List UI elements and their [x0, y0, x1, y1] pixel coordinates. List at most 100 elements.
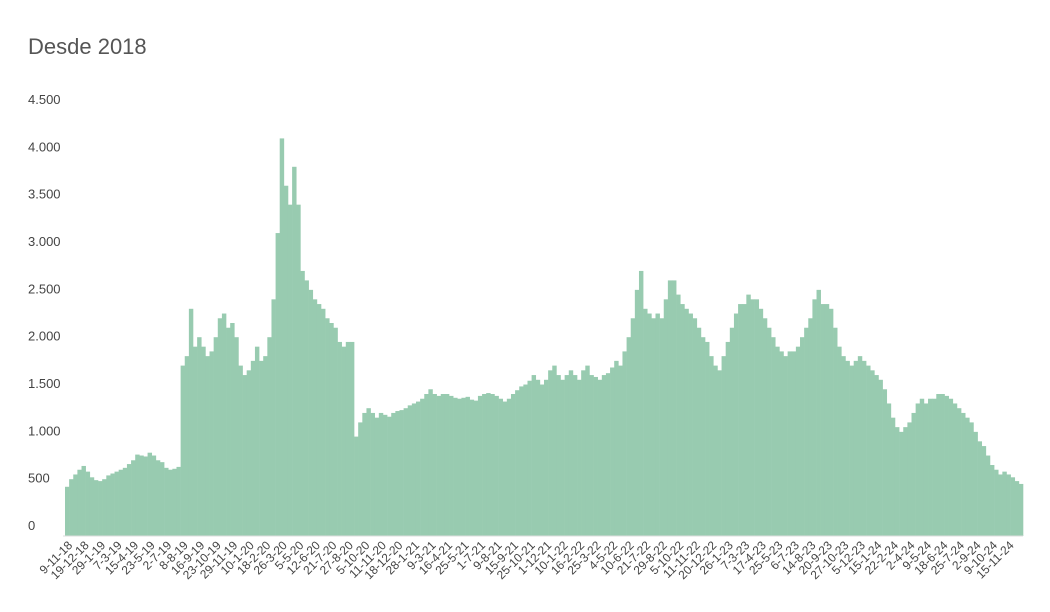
y-tick-label: 1.500 [28, 376, 61, 391]
bar [762, 318, 768, 536]
bar [597, 379, 603, 536]
bar [486, 393, 491, 536]
bar [560, 379, 565, 536]
bar [705, 341, 710, 536]
bar [800, 337, 805, 536]
bar [853, 360, 859, 536]
bar [585, 365, 590, 536]
bar [250, 360, 256, 536]
bar [98, 481, 103, 536]
bar [758, 308, 764, 536]
bar [271, 299, 276, 536]
bar [482, 394, 487, 536]
bar [151, 455, 157, 536]
bar [663, 299, 669, 536]
bar [998, 474, 1003, 536]
bar [928, 398, 933, 536]
y-tick-label: 500 [28, 471, 50, 486]
bar [449, 395, 454, 536]
bar [535, 379, 541, 536]
bar [837, 346, 842, 536]
bar [77, 469, 82, 536]
bar [948, 398, 954, 536]
bar [556, 375, 561, 536]
bar [193, 346, 198, 536]
bar [544, 379, 549, 536]
bar [610, 367, 615, 536]
bar [407, 405, 413, 536]
bar [176, 466, 181, 536]
bar [618, 365, 623, 536]
bar [940, 394, 945, 536]
bar [775, 346, 780, 536]
bar [568, 370, 574, 536]
y-tick-label: 4.500 [28, 92, 61, 107]
bar [577, 379, 582, 536]
bar [936, 394, 941, 536]
bar [155, 460, 161, 536]
bar [287, 204, 293, 536]
bar [358, 422, 363, 536]
bar [131, 460, 136, 536]
bar [977, 441, 983, 536]
bar [746, 294, 751, 536]
bar [688, 313, 693, 536]
bar [552, 365, 557, 536]
bar [147, 452, 153, 536]
bar [709, 356, 714, 536]
bar [242, 375, 247, 536]
bar [122, 467, 128, 536]
bar [766, 327, 772, 536]
bar [238, 365, 243, 536]
bar [771, 337, 776, 536]
bar [907, 422, 912, 536]
bar [601, 375, 607, 536]
bar [994, 469, 999, 536]
bar [457, 398, 462, 536]
bar [321, 308, 326, 536]
bar [692, 318, 698, 536]
bar [89, 477, 95, 536]
bar [593, 376, 598, 536]
bar [164, 467, 169, 536]
bar [378, 412, 384, 536]
bar [717, 370, 722, 536]
bar [453, 397, 458, 536]
bar [395, 411, 400, 536]
bar [382, 414, 388, 536]
bar [135, 454, 140, 536]
bar [696, 327, 702, 536]
bar [432, 394, 437, 536]
bar [713, 365, 718, 536]
y-tick-label: 0 [28, 518, 35, 533]
bar [956, 408, 962, 536]
bar [411, 403, 417, 536]
bar [506, 398, 512, 536]
bar [213, 337, 219, 536]
bar [102, 479, 107, 536]
bar [816, 289, 821, 536]
bar [808, 318, 813, 536]
bar [820, 304, 826, 536]
bar [1014, 481, 1020, 536]
bar [354, 436, 359, 536]
bar [605, 373, 611, 536]
y-tick-label: 2.000 [28, 329, 61, 344]
bar [316, 304, 322, 536]
chart-title: Desde 2018 [28, 34, 147, 59]
bar [403, 408, 409, 536]
bar [490, 394, 495, 536]
bar [221, 313, 227, 536]
bar [424, 394, 429, 536]
bar [143, 456, 148, 536]
bar [700, 337, 706, 536]
bar [275, 233, 281, 537]
bar [961, 412, 966, 536]
bar [841, 356, 846, 536]
bar [833, 327, 838, 536]
bar [791, 351, 797, 536]
bar [630, 318, 636, 536]
bar [230, 323, 235, 536]
bar [952, 403, 958, 536]
